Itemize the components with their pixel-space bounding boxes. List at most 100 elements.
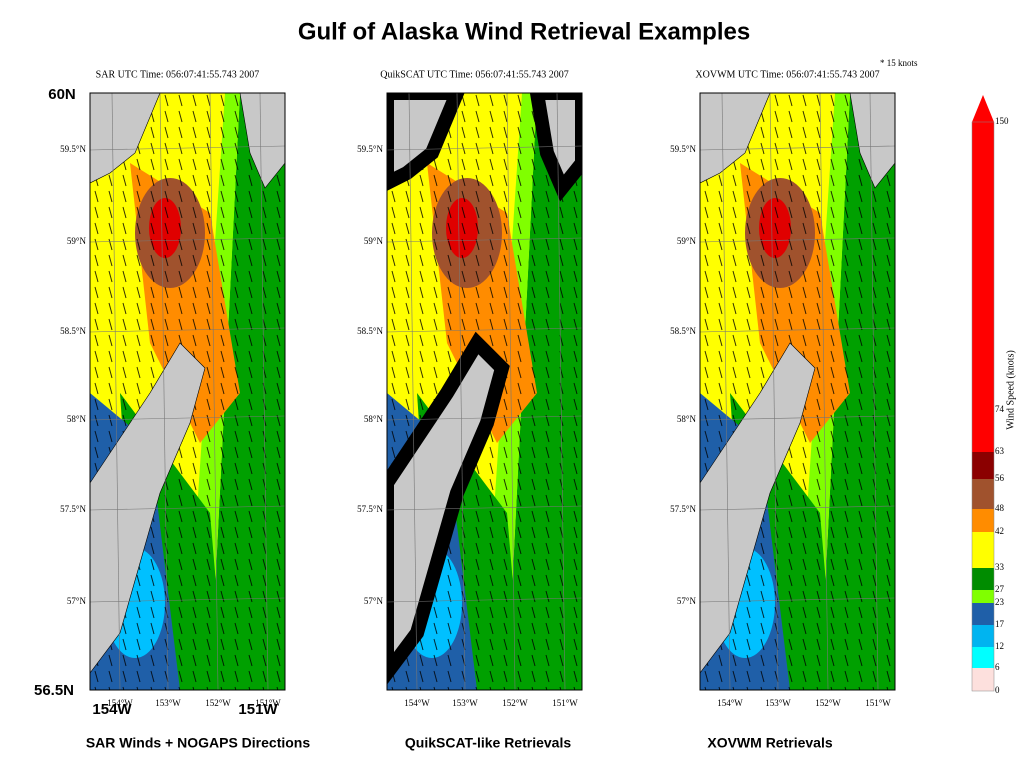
lon-tick-label: 154°W: [107, 698, 133, 708]
colorbar-segment: [972, 590, 994, 603]
lon-tick-label: 152°W: [205, 698, 231, 708]
graticule: [456, 93, 466, 690]
land: [90, 93, 161, 184]
graticule: [769, 93, 779, 690]
panel-header: SAR UTC Time: 056:07:41:55.743 2007: [96, 69, 260, 80]
graticule: [700, 415, 895, 421]
colorbar-tick-label: 150: [995, 116, 1009, 126]
graticule: [111, 93, 121, 690]
graticule: [90, 145, 285, 151]
lon-tick-label: 153°W: [155, 698, 181, 708]
lon-tick-label: 153°W: [452, 698, 478, 708]
colorbar-segment: [972, 410, 994, 452]
graticule: [90, 505, 285, 511]
colorbar-tick-label: 48: [995, 503, 1005, 513]
lat-tick-label: 59.5°N: [670, 144, 696, 154]
lat-tick-label: 59.5°N: [60, 144, 86, 154]
graticule: [700, 597, 895, 603]
colorbar-frame: [971, 121, 995, 692]
map-frame: [699, 92, 896, 691]
map-frame: [386, 92, 583, 691]
graticule: [259, 93, 269, 690]
colorbar-tick-label: 56: [995, 473, 1005, 483]
map-field: [387, 93, 582, 690]
lat-top-label: 60N: [48, 86, 76, 103]
graticule: [700, 237, 895, 243]
lat-tick-label: 57°N: [677, 596, 697, 606]
graticule: [408, 93, 418, 690]
lat-tick-label: 59°N: [364, 236, 384, 246]
lon-tick-label: 153°W: [765, 698, 791, 708]
panel-header: XOVWM UTC Time: 056:07:41:55.743 2007: [695, 69, 879, 80]
panel-caption: SAR Winds + NOGAPS Directions: [86, 735, 311, 751]
colorbar-tick-label: 74: [995, 404, 1005, 414]
land: [529, 93, 582, 202]
lat-tick-label: 59°N: [67, 236, 87, 246]
colorbar-segment: [972, 509, 994, 532]
colorbar-label: Wind Speed (knots): [1005, 350, 1016, 430]
colorbar-tick-label: 0: [995, 685, 1000, 695]
lon-tick-label: 151°W: [865, 698, 891, 708]
lat-tick-label: 58°N: [67, 414, 87, 424]
vector-key: * 15 knots: [880, 58, 918, 68]
lon-tick-label: 151°W: [255, 698, 281, 708]
lat-tick-label: 58°N: [677, 414, 697, 424]
graticule: [90, 597, 285, 603]
colorbar-segment: [972, 452, 994, 479]
lon-tick-label: 151°W: [552, 698, 578, 708]
graticule: [700, 505, 895, 511]
panel-caption: XOVWM Retrievals: [707, 735, 832, 751]
lat-tick-label: 58.5°N: [60, 326, 86, 336]
graticule: [90, 415, 285, 421]
lat-tick-label: 59.5°N: [357, 144, 383, 154]
land: [849, 93, 895, 189]
graticule: [387, 597, 582, 603]
title: Gulf of Alaska Wind Retrieval Examples: [298, 18, 750, 45]
colorbar-arrow: [972, 95, 994, 122]
land: [387, 93, 465, 191]
lat-tick-label: 57°N: [364, 596, 384, 606]
graticule: [159, 93, 169, 690]
land: [239, 93, 285, 189]
colorbar-segment: [972, 122, 994, 410]
graticule: [387, 505, 582, 511]
map-frame: [89, 92, 286, 691]
lat-tick-label: 57.5°N: [60, 504, 86, 514]
lon-tick-label: 152°W: [815, 698, 841, 708]
colorbar-segment: [972, 647, 994, 668]
graticule: [556, 93, 566, 690]
map-field: [90, 93, 285, 690]
colorbar-tick-label: 6: [995, 662, 1000, 672]
graticule: [387, 145, 582, 151]
lat-tick-label: 58.5°N: [357, 326, 383, 336]
land: [700, 93, 771, 184]
graticule: [387, 237, 582, 243]
lon-left-label: 154W: [92, 701, 132, 718]
colorbar-segment: [972, 668, 994, 691]
lon-tick-label: 154°W: [717, 698, 743, 708]
colorbar-segment: [972, 568, 994, 590]
colorbar-tick-label: 17: [995, 619, 1005, 629]
map-panel: SAR UTC Time: 056:07:41:55.743 2007 59.5°…: [60, 69, 286, 708]
map-panel: QuikSCAT UTC Time: 056:07:41:55.743 2007…: [357, 69, 583, 708]
colorbar: 0 6 12 17 23 27 33 42 48 56 63 74 150 Wind Speed (kno…: [971, 95, 1016, 695]
lon-tick-label: 154°W: [404, 698, 430, 708]
colorbar-tick-label: 12: [995, 641, 1004, 651]
graticule: [721, 93, 731, 690]
colorbar-segment: [972, 479, 994, 509]
graticule: [387, 415, 582, 421]
map-panel: XOVWM UTC Time: 056:07:41:55.743 2007 59.…: [670, 69, 896, 708]
panel-header: QuikSCAT UTC Time: 056:07:41:55.743 2007: [380, 69, 568, 80]
graticule: [506, 93, 516, 690]
lat-tick-label: 57.5°N: [357, 504, 383, 514]
graticule: [90, 327, 285, 333]
colorbar-tick-label: 42: [995, 526, 1004, 536]
lat-tick-label: 57°N: [67, 596, 87, 606]
graticule: [700, 145, 895, 151]
lat-tick-label: 58°N: [364, 414, 384, 424]
lon-right-label: 151W: [238, 701, 278, 718]
lat-tick-label: 57.5°N: [670, 504, 696, 514]
graticule: [387, 327, 582, 333]
lat-bottom-label: 56.5N: [34, 682, 74, 699]
colorbar-tick-label: 63: [995, 446, 1005, 456]
